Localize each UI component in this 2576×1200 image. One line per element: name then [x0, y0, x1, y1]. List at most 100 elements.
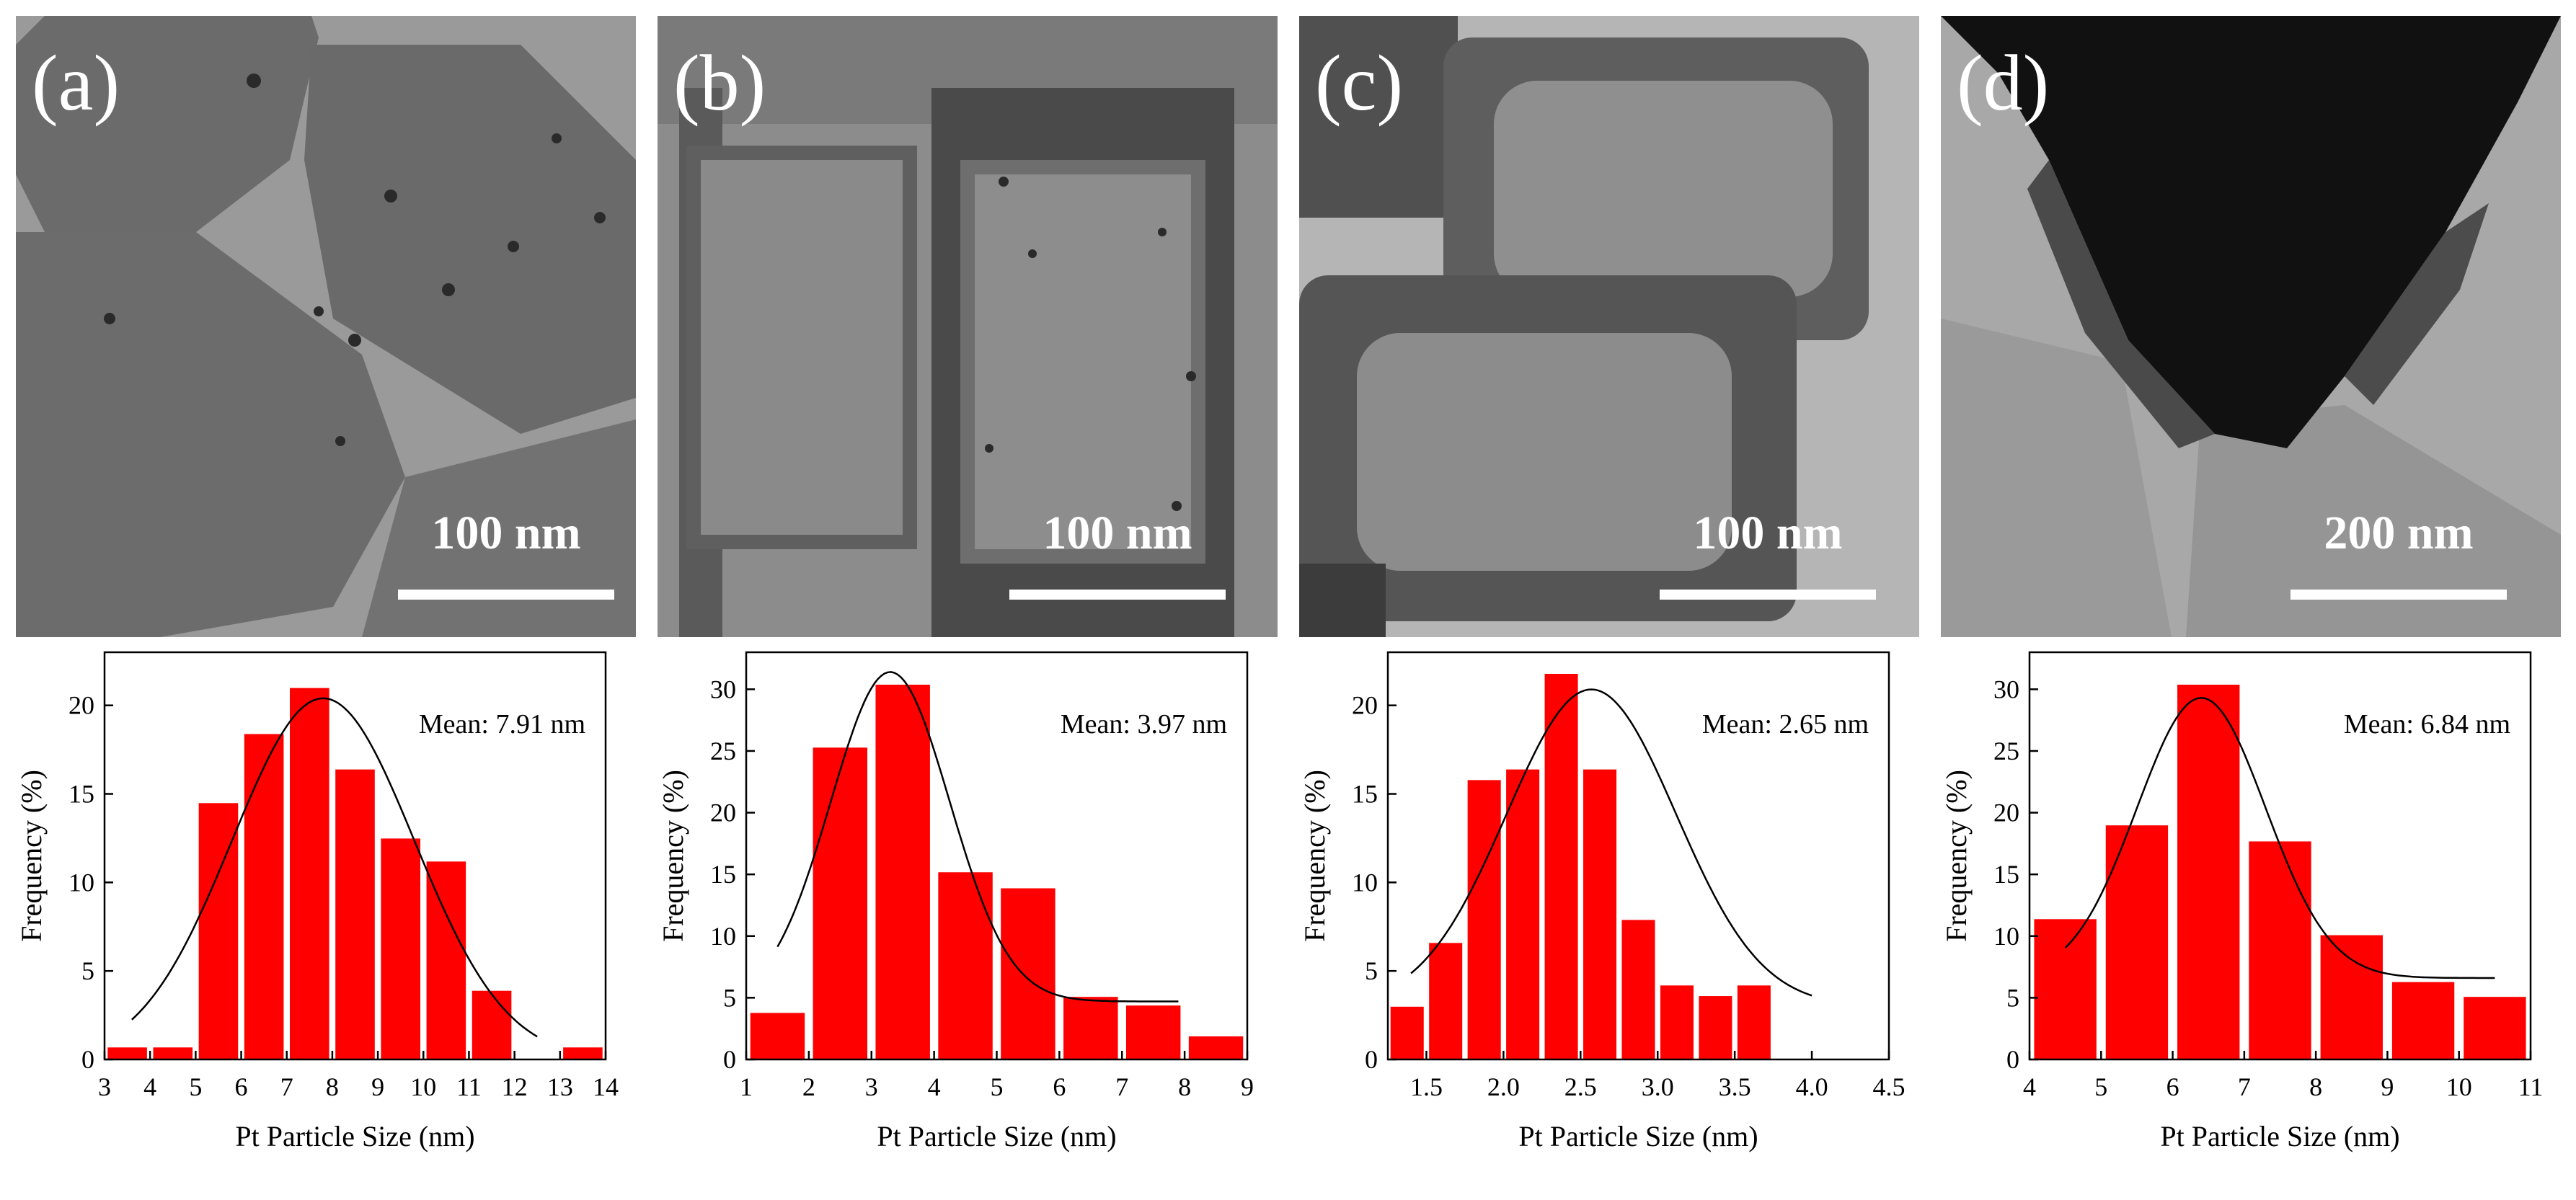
y-tick-label-d-4: 20 — [1993, 799, 2019, 827]
tem-image-panel-d: (d) 200 nm — [1941, 16, 2561, 637]
x-tick-label-a-5: 8 — [326, 1072, 339, 1101]
x-tick-label-a-11: 14 — [593, 1072, 619, 1101]
x-tick-label-b-3: 4 — [928, 1072, 941, 1101]
scale-bar-line-d — [2290, 590, 2507, 600]
y-axis-label-c: Frequency (%) — [1298, 770, 1331, 942]
scale-bar-label-d: 200 nm — [2324, 507, 2474, 559]
bar-d-5 — [2391, 981, 2456, 1060]
y-tick-label-a-3: 15 — [68, 780, 94, 809]
bar-d-2 — [2177, 684, 2241, 1060]
bars-c — [1389, 672, 1771, 1060]
bar-a-4 — [289, 687, 330, 1060]
scale-bar-line-a — [398, 590, 614, 600]
x-tick-label-c-3: 3.0 — [1642, 1072, 1674, 1101]
scale-bar-label-c: 100 nm — [1693, 507, 1843, 559]
y-tick-label-d-6: 30 — [1993, 675, 2019, 703]
x-tick-label-a-6: 9 — [371, 1072, 384, 1101]
bars-b — [749, 684, 1244, 1060]
bar-b-6 — [1125, 1005, 1182, 1060]
bar-b-2 — [875, 684, 931, 1060]
bar-a-2 — [198, 802, 239, 1060]
plot-frame-d — [2028, 651, 2532, 1061]
mean-annotation-d: Mean: 6.84 nm — [2344, 709, 2510, 739]
scale-bar-line-b — [1009, 590, 1226, 600]
tem-micrograph-c — [1299, 16, 1919, 637]
tem-image-panel-b: (b) 100 nm — [658, 16, 1278, 637]
bar-a-0 — [107, 1046, 148, 1060]
panel-letter-d: (d) — [1957, 39, 2050, 127]
bar-a-1 — [152, 1046, 194, 1060]
bar-b-7 — [1187, 1035, 1244, 1060]
tem-image-panel-c: (c) 100 nm — [1299, 16, 1919, 637]
y-axis-label-b: Frequency (%) — [657, 770, 689, 942]
scale-bar-line-c — [1660, 590, 1876, 600]
x-tick-label-c-1: 2.0 — [1487, 1072, 1520, 1101]
x-tick-label-d-6: 10 — [2446, 1072, 2472, 1101]
y-tick-label-b-4: 20 — [710, 799, 736, 827]
panel-letter-c: (c) — [1315, 39, 1404, 127]
y-axis-label-d: Frequency (%) — [1940, 770, 1973, 942]
bar-b-1 — [812, 747, 869, 1060]
x-tick-label-c-5: 4.0 — [1796, 1072, 1828, 1101]
y-tick-label-b-0: 0 — [723, 1045, 736, 1074]
x-tick-label-b-5: 6 — [1053, 1072, 1066, 1101]
scale-bar-c: 100 nm — [1660, 506, 1876, 607]
y-tick-label-b-6: 30 — [710, 675, 736, 703]
bar-c-6 — [1621, 919, 1656, 1060]
x-tick-label-c-6: 4.5 — [1873, 1072, 1906, 1101]
x-axis-label-b: Pt Particle Size (nm) — [877, 1120, 1116, 1152]
x-tick-label-d-4: 8 — [2309, 1072, 2322, 1101]
y-tick-label-a-2: 10 — [68, 868, 94, 897]
bar-c-9 — [1736, 985, 1771, 1060]
bar-a-10 — [562, 1046, 603, 1060]
x-axis-label-c: Pt Particle Size (nm) — [1518, 1120, 1758, 1152]
bar-a-8 — [471, 990, 513, 1060]
x-tick-label-a-1: 4 — [143, 1072, 156, 1101]
x-tick-label-b-6: 7 — [1115, 1072, 1128, 1101]
y-tick-label-c-1: 5 — [1365, 956, 1378, 985]
x-tick-label-a-2: 5 — [189, 1072, 202, 1101]
scale-bar-a: 100 nm — [398, 506, 614, 607]
x-tick-label-b-7: 8 — [1178, 1072, 1191, 1101]
scale-bar-label-b: 100 nm — [1043, 507, 1192, 559]
tem-micrograph-d — [1941, 16, 2561, 637]
histogram-svg-c: 1.5 2.0 2.5 3.0 3.5 4.0 4.5 0 5 10 15 20 Pt Particle… — [1298, 651, 1906, 1152]
histogram-chart-d: 4 5 6 7 8 9 10 11 0 5 10 15 20 25 30 Pt Particle Size (… — [1925, 651, 2545, 1171]
x-tick-label-a-4: 7 — [280, 1072, 293, 1101]
bar-c-8 — [1698, 995, 1733, 1060]
tem-micrograph-b — [658, 16, 1278, 637]
mean-annotation-c: Mean: 2.65 nm — [1702, 709, 1869, 739]
scale-bar-label-a: 100 nm — [431, 507, 581, 559]
scale-bar-b: 100 nm — [1009, 506, 1226, 607]
tem-image-panel-a: (a) 100 nm — [16, 16, 636, 637]
bar-a-5 — [335, 768, 376, 1060]
bar-c-2 — [1466, 779, 1502, 1060]
x-tick-label-d-2: 6 — [2166, 1072, 2179, 1101]
gaussian-fit-line-c — [1410, 688, 1813, 997]
y-tick-label-b-2: 10 — [710, 922, 736, 951]
bar-b-5 — [1063, 996, 1119, 1060]
bar-d-4 — [2319, 934, 2384, 1060]
y-tick-label-c-0: 0 — [1365, 1045, 1378, 1074]
histogram-chart-b: 1 2 3 4 5 6 7 8 9 0 5 10 15 20 25 30 Pt Particle Size (n… — [642, 651, 1262, 1171]
x-tick-label-a-0: 3 — [98, 1072, 111, 1101]
bar-a-3 — [243, 733, 285, 1060]
x-tick-label-b-0: 1 — [740, 1072, 753, 1101]
x-tick-label-b-4: 5 — [991, 1072, 1004, 1101]
bars-d — [2033, 684, 2527, 1060]
y-tick-label-a-0: 0 — [81, 1045, 94, 1074]
histogram-svg-b: 1 2 3 4 5 6 7 8 9 0 5 10 15 20 25 30 Pt Particle Size (n… — [657, 651, 1254, 1152]
x-tick-label-d-7: 11 — [2518, 1072, 2544, 1101]
panel-letter-a: (a) — [32, 39, 120, 127]
y-tick-label-d-2: 10 — [1993, 922, 2019, 951]
bar-c-5 — [1583, 768, 1618, 1060]
y-tick-label-a-1: 5 — [81, 956, 94, 985]
x-tick-label-b-1: 2 — [802, 1072, 815, 1101]
x-tick-label-b-8: 9 — [1241, 1072, 1254, 1101]
histogram-chart-a: 3 4 5 6 7 8 9 10 11 12 13 14 0 5 10 15 20 Pt Particle Siz… — [0, 651, 620, 1171]
gaussian-fit-line-b — [776, 671, 1179, 1003]
y-tick-label-c-2: 10 — [1352, 868, 1378, 897]
x-tick-label-b-2: 3 — [865, 1072, 878, 1101]
bar-b-0 — [749, 1012, 806, 1060]
histogram-svg-a: 3 4 5 6 7 8 9 10 11 12 13 14 0 5 10 15 20 Pt Particle Siz… — [15, 651, 619, 1152]
